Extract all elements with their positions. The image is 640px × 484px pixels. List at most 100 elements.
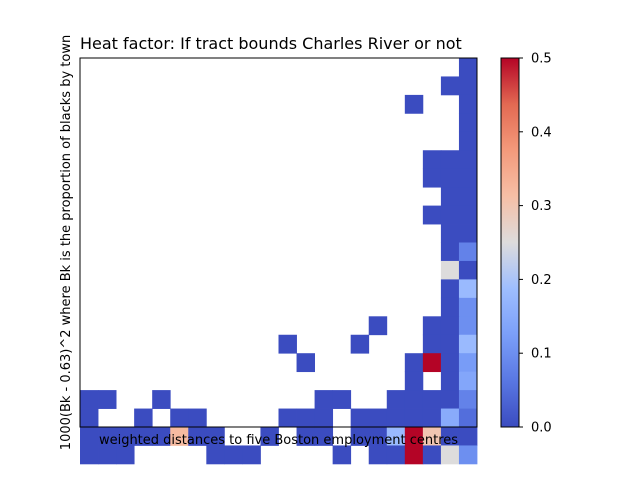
heatmap-cell (314, 390, 334, 409)
colorbar-tick-label: 0.1 (531, 347, 552, 362)
heatmap-cell (458, 390, 478, 409)
heatmap-cell (80, 445, 99, 465)
plot-area-frame (79, 57, 478, 428)
heatmap-cell (404, 408, 424, 428)
heatmap-cell (368, 408, 388, 428)
heatmap-cell (368, 427, 388, 446)
heatmap-cell (98, 427, 117, 446)
heatmap-cell (404, 445, 424, 465)
heatmap-cell (332, 390, 352, 409)
heatmap-cell (458, 353, 478, 373)
heatmap-cell (170, 408, 189, 428)
heatmap-cell (458, 297, 478, 317)
heatmap-cell (170, 427, 189, 446)
heatmap-cell (458, 316, 478, 336)
heatmap-cell (350, 334, 370, 354)
heatmap-cell (440, 260, 460, 280)
heatmap-cell (386, 390, 406, 409)
heatmap-cell (350, 408, 370, 428)
heatmap-cell (368, 445, 388, 465)
heatmap-cell (422, 316, 442, 336)
heatmap-cell (440, 242, 460, 262)
heatmap-cell (440, 76, 460, 96)
heatmap-cell (440, 297, 460, 317)
heatmap-cell (458, 131, 478, 151)
heatmap-cell (350, 427, 370, 446)
heatmap-cell (422, 445, 442, 465)
heatmap-cell (458, 279, 478, 299)
colorbar-tick-label: 0.2 (531, 273, 552, 288)
heatmap-cell (116, 445, 135, 465)
heatmap-cell (404, 390, 424, 409)
heatmap-cell (224, 445, 243, 465)
colorbar-ticks: 0.0 0.1 0.2 0.3 0.4 0.5 (519, 52, 552, 436)
heatmap-cell (458, 371, 478, 391)
heatmap-cell (458, 113, 478, 133)
heatmap-cell (98, 390, 117, 409)
heatmap-cell (440, 224, 460, 243)
heatmap-cell (206, 427, 225, 446)
heatmap-cell (422, 408, 442, 428)
heatmap-cell (206, 445, 225, 465)
heatmap-cell (116, 427, 135, 446)
heatmap-cells (80, 58, 478, 465)
heatmap-cell (386, 427, 406, 446)
heatmap-cell (440, 371, 460, 391)
heatmap-cell (98, 445, 117, 465)
heatmap-cell (278, 408, 297, 428)
heatmap-cell (440, 408, 460, 428)
heatmap-cell (458, 168, 478, 188)
heatmap-cell (458, 224, 478, 243)
heatmap-cell (458, 76, 478, 96)
heatmap-cell (188, 408, 207, 428)
heatmap-cell (134, 427, 153, 446)
heatmap-cell (458, 94, 478, 114)
colorbar-tick-label: 0.4 (531, 125, 552, 140)
colorbar (500, 57, 520, 428)
heatmap-cell (440, 168, 460, 188)
heatmap-cell (404, 371, 424, 391)
heatmap-cell (296, 427, 315, 446)
heatmap-cell (422, 205, 442, 225)
heatmap-cell (314, 427, 334, 446)
heatmap-cell (440, 390, 460, 409)
heatmap-cell (440, 353, 460, 373)
heatmap-cell (458, 260, 478, 280)
heatmap-cell (332, 445, 352, 465)
heatmap-cell (422, 427, 442, 446)
heatmap-cell (440, 427, 460, 446)
heatmap-cell (458, 408, 478, 428)
heatmap-cell (314, 408, 334, 428)
colorbar-tick-label: 0.0 (531, 421, 552, 436)
heatmap-cell (440, 187, 460, 206)
heatmap-cell (422, 334, 442, 354)
y-axis-label: 1000(Bk - 0.63)^2 where Bk is the propor… (59, 35, 74, 450)
heatmap-cell (242, 445, 261, 465)
heatmap-cell (296, 408, 315, 428)
heatmap-cell (386, 445, 406, 465)
chart-title: Heat factor: If tract bounds Charles Riv… (80, 34, 462, 53)
heatmap-cell (440, 334, 460, 354)
heatmap-cell (422, 168, 442, 188)
heatmap-cell (278, 334, 297, 354)
heatmap-cell (422, 353, 442, 373)
heatmap-cell (440, 205, 460, 225)
heatmap-cell (80, 408, 99, 428)
heatmap-cell (422, 150, 442, 170)
colorbar-tick-label: 0.3 (531, 199, 552, 214)
heatmap-cell (368, 316, 388, 336)
heatmap-cell (404, 94, 424, 114)
heatmap-cell (458, 242, 478, 262)
heatmap-cell (134, 408, 153, 428)
heatmap-cell (458, 187, 478, 206)
heatmap-cell (440, 445, 460, 465)
heatmap-cell (296, 353, 315, 373)
heatmap-cell (152, 390, 171, 409)
heatmap-cell (440, 279, 460, 299)
heatmap-cell (440, 150, 460, 170)
heatmap-cell (458, 427, 478, 446)
heatmap-cell (80, 427, 99, 446)
heatmap-cell (404, 353, 424, 373)
heatmap-cell (458, 334, 478, 354)
